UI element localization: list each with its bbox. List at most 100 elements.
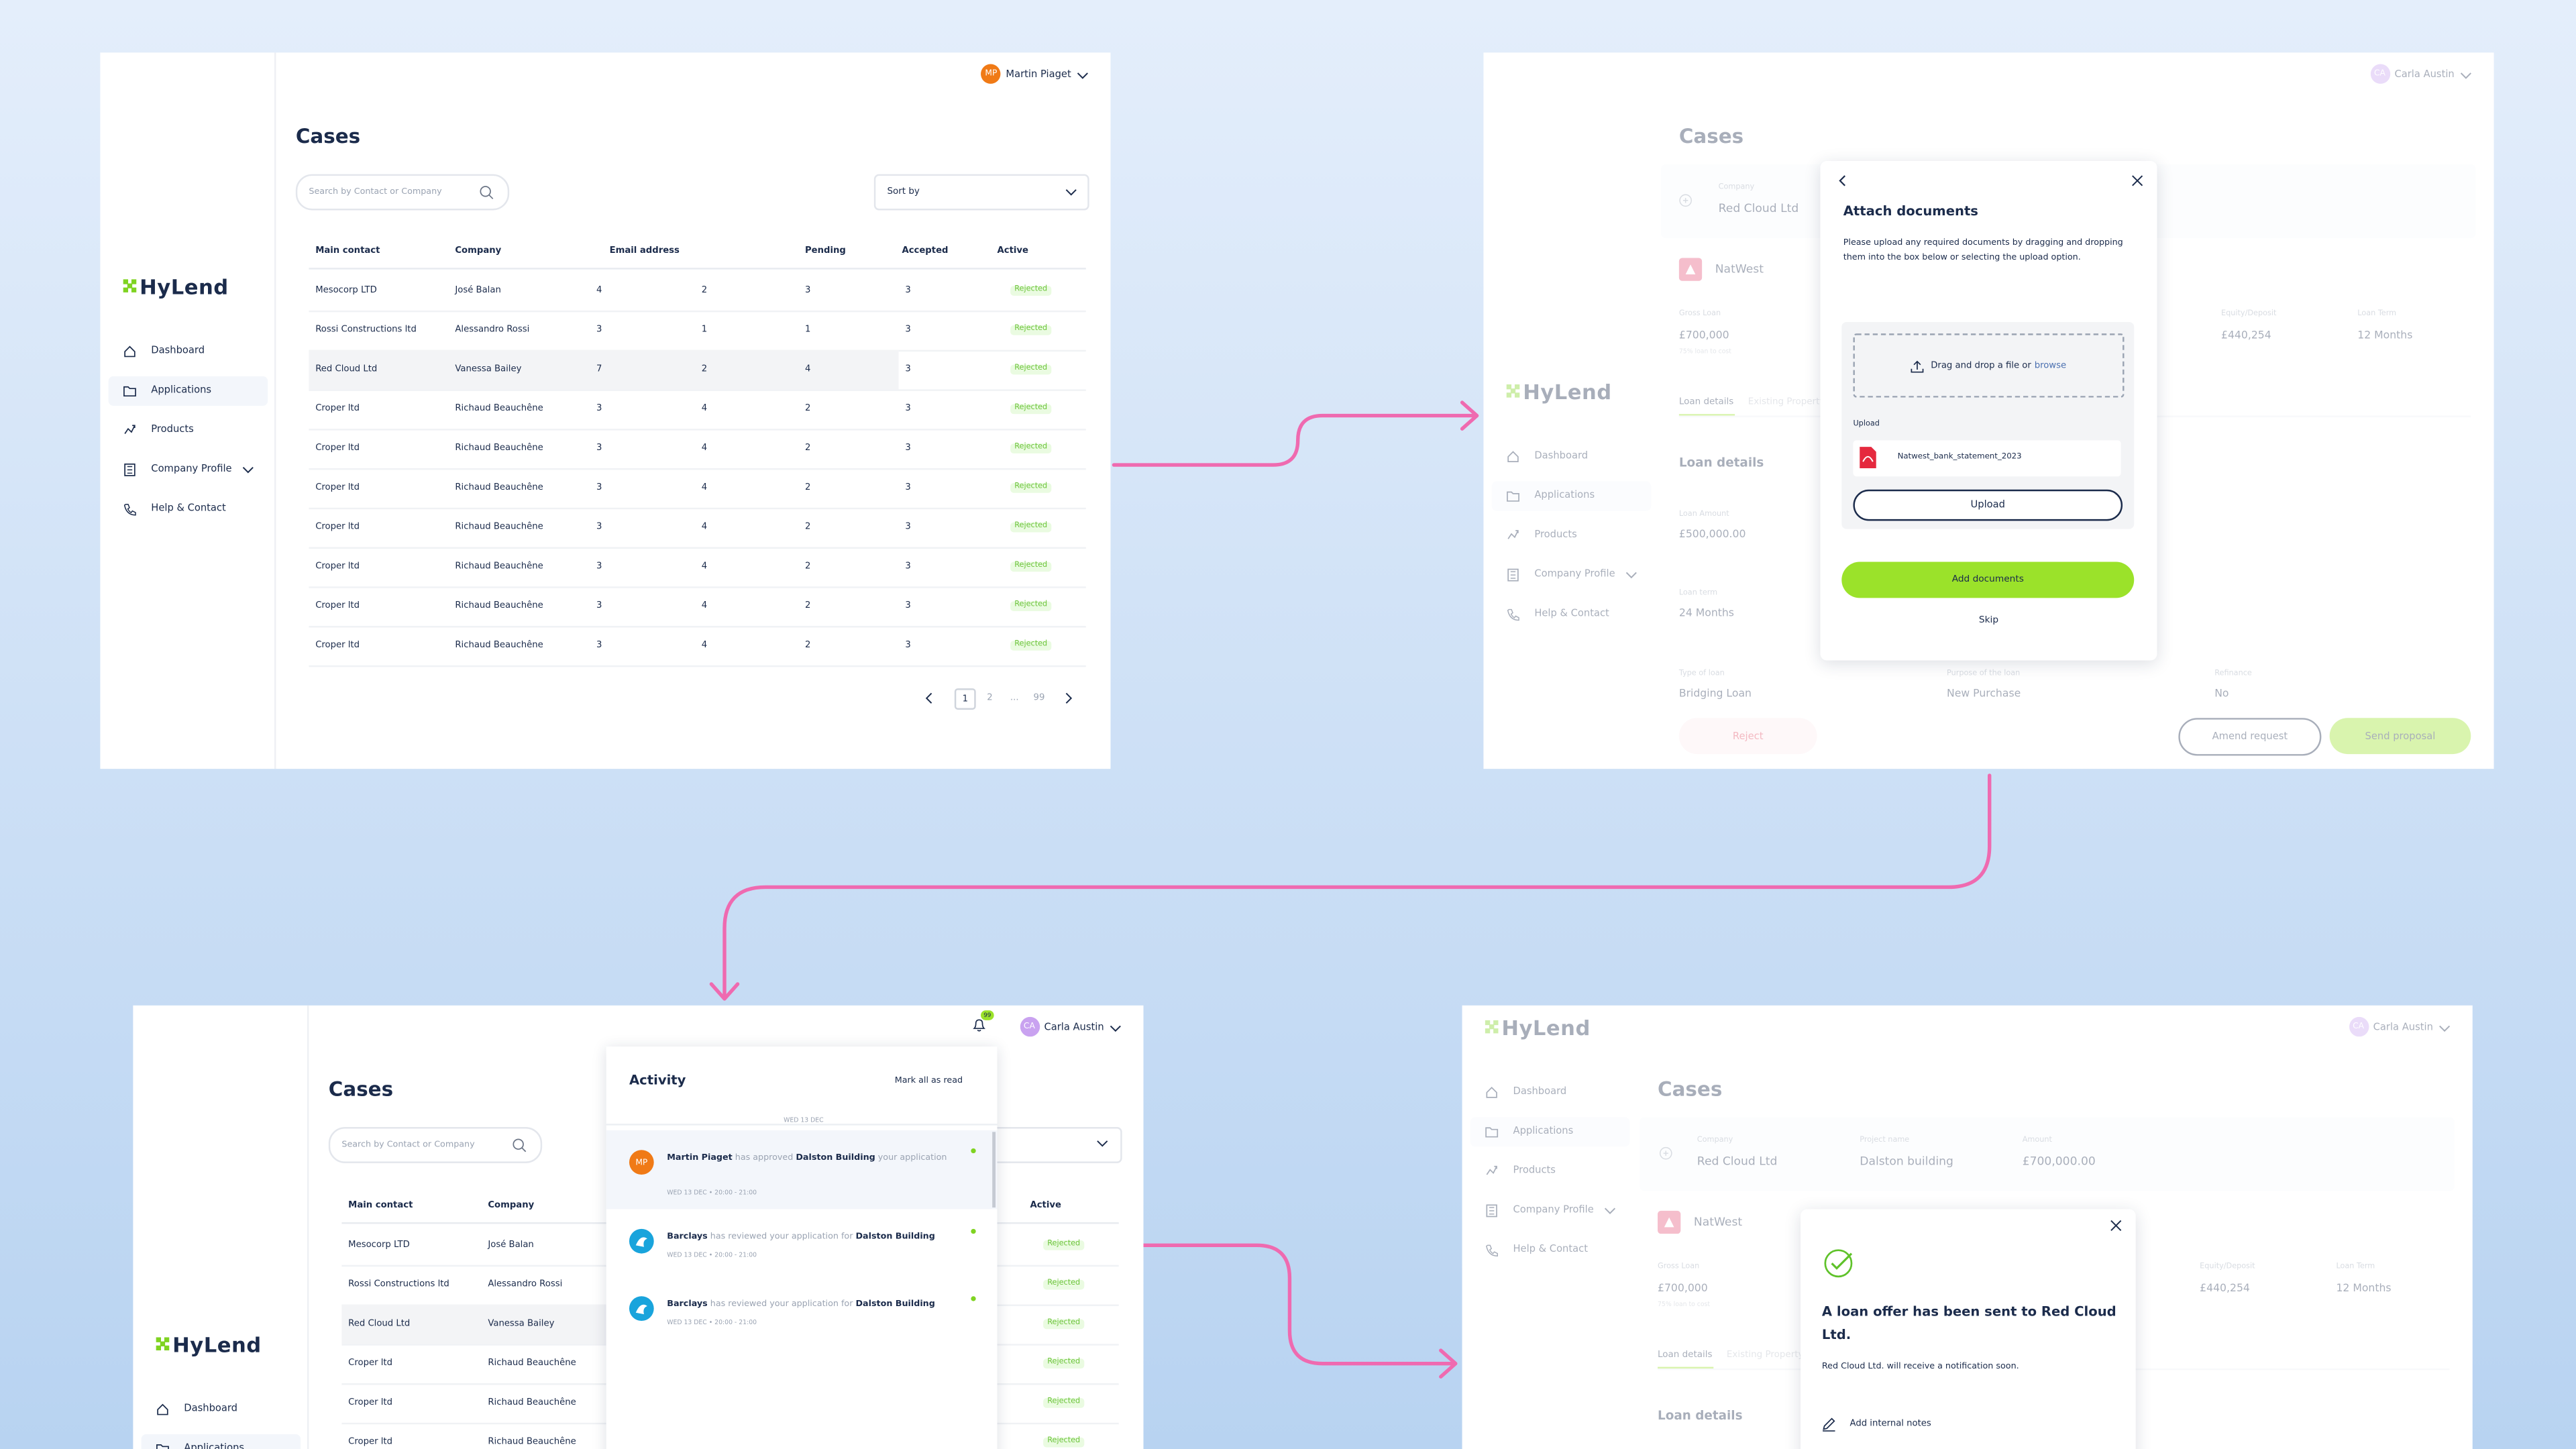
nav-icon-shape — [124, 463, 136, 476]
success-icon — [1824, 1249, 1853, 1278]
item-time: WED 13 DEC • 20:00 - 21:00 — [667, 1250, 757, 1258]
modal-title: Attach documents — [1843, 203, 1978, 219]
close-button — [2110, 1220, 2122, 1231]
table-cell: 4 — [701, 521, 708, 532]
back-button-shape — [1839, 175, 1845, 186]
nav-item[interactable]: Dashboard — [184, 1403, 238, 1415]
search-box[interactable]: Search by Contact or Company — [295, 174, 510, 211]
unread-dot — [971, 1228, 976, 1234]
table-cell: Croper ltd — [348, 1397, 393, 1407]
skip-link[interactable]: Skip — [1978, 616, 1999, 627]
status-badge: Rejected — [1010, 521, 1052, 533]
nav-item[interactable]: Applications — [151, 384, 212, 396]
user-menu[interactable]: CA Carla Austin — [1019, 1016, 1121, 1037]
page-number[interactable]: 1 — [954, 688, 976, 710]
success-icon-shape — [1831, 1252, 1853, 1270]
nav-icon-shape — [124, 345, 136, 358]
table-cell: 2 — [701, 284, 708, 295]
status-badge: Rejected — [1010, 561, 1052, 572]
user-chevron — [1077, 72, 1088, 78]
row-divider — [309, 547, 1086, 548]
upload-button[interactable]: Upload — [1853, 489, 2123, 521]
user-menu[interactable]: MP Martin Piaget — [981, 64, 1088, 84]
nav-item[interactable]: Help & Contact — [151, 502, 226, 515]
prev-page-shape — [925, 692, 932, 704]
item-text: Barclays has reviewed your application f… — [667, 1296, 963, 1312]
notification-bell-shape — [973, 1019, 986, 1032]
table-cell: Richaud Beauchêne — [488, 1358, 576, 1368]
arrow — [1112, 400, 1479, 467]
nav-item[interactable]: Company Profile — [151, 463, 232, 475]
status-badge: Rejected — [1043, 1279, 1085, 1290]
status-badge: Rejected — [1010, 482, 1052, 493]
item-text: Barclays has reviewed your application f… — [667, 1229, 963, 1245]
drop-text: Drag and drop a file or — [1931, 360, 2031, 371]
bank-avatar — [629, 1296, 654, 1321]
activity-panel: Activity Mark all as read WED 13 DEC MP Mart… — [606, 1046, 998, 1449]
modal: Attach documents Please upload any requir… — [1820, 161, 2157, 661]
item-actor: Barclays — [667, 1299, 708, 1309]
browse-link[interactable]: browse — [2034, 360, 2067, 371]
table-cell: Richaud Beauchêne — [455, 403, 543, 413]
nav-item[interactable]: Applications — [184, 1442, 245, 1449]
table-cell: 1 — [701, 324, 708, 335]
item-highlight — [606, 1130, 998, 1210]
table-cell: Alessandro Rossi — [455, 324, 530, 335]
table-cell: 3 — [596, 600, 602, 610]
table-cell: 2 — [805, 639, 811, 650]
search-icon-shape — [488, 195, 494, 199]
item-verb: has reviewed your application for — [710, 1232, 853, 1242]
table-cell: Croper ltd — [315, 403, 360, 413]
nav-item[interactable]: Products — [151, 423, 194, 435]
user-chevron-shape — [1110, 1024, 1121, 1031]
table-cell: Mesocorp LTD — [348, 1239, 410, 1250]
nav-chevron — [242, 467, 254, 474]
table-cell: 3 — [596, 639, 602, 650]
table-cell: Croper ltd — [315, 521, 360, 532]
nav-chevron-shape — [242, 467, 254, 474]
item-time: WED 13 DEC • 20:00 - 21:00 — [667, 1187, 757, 1196]
table-cell: 4 — [701, 639, 708, 650]
item-subject: Dalston Building — [855, 1299, 935, 1309]
table-cell: 2 — [805, 443, 811, 453]
table-cell: 4 — [701, 403, 708, 413]
logo-mark — [156, 1337, 170, 1351]
table-cell: José Balan — [488, 1239, 534, 1250]
table-cell: Mesocorp LTD — [315, 284, 377, 295]
sort-select[interactable]: Sort by — [873, 174, 1089, 211]
table-cell: 4 — [701, 482, 708, 492]
table-cell: 3 — [905, 284, 911, 295]
table-header: Active — [1030, 1201, 1061, 1211]
table-cell: 7 — [596, 364, 602, 374]
table-cell: Croper ltd — [315, 443, 360, 453]
page-title: Cases — [328, 1077, 394, 1101]
status-badge: Rejected — [1043, 1318, 1085, 1330]
modal: A loan offer has been sent to Red Cloud … — [1801, 1209, 2136, 1449]
status-badge: Rejected — [1010, 403, 1052, 415]
page-number[interactable]: ... — [1010, 692, 1019, 702]
add-documents-button[interactable]: Add documents — [1841, 561, 2135, 598]
user-name: Carla Austin — [1044, 1021, 1104, 1033]
sidebar-divider — [274, 52, 276, 769]
table-cell: Croper ltd — [348, 1358, 393, 1368]
table-cell: 3 — [596, 443, 602, 453]
notification-badge: 99 — [981, 1010, 994, 1020]
table-cell: 2 — [701, 364, 708, 374]
page-number[interactable]: 2 — [987, 692, 993, 702]
add-notes-link[interactable]: Add internal notes — [1849, 1419, 1931, 1430]
dropzone[interactable]: Drag and drop a file or browse — [1853, 333, 2125, 398]
unread-dot — [971, 1296, 976, 1301]
search-box[interactable]: Search by Contact or Company — [328, 1127, 543, 1163]
table-cell: Richaud Beauchêne — [488, 1436, 576, 1447]
screen: HyLendDashboardApplicationsProductsCompa… — [1483, 52, 2494, 769]
table-cell: 3 — [596, 482, 602, 492]
nav-item[interactable]: Dashboard — [151, 345, 205, 357]
table-cell: Croper ltd — [315, 639, 360, 650]
status-badge: Rejected — [1010, 324, 1052, 335]
page-number[interactable]: 99 — [1033, 692, 1045, 702]
nav-icon — [123, 386, 136, 397]
table-header: Company — [488, 1201, 535, 1211]
mark-all-read[interactable]: Mark all as read — [894, 1076, 963, 1086]
logo-mark-shape — [156, 1337, 170, 1351]
